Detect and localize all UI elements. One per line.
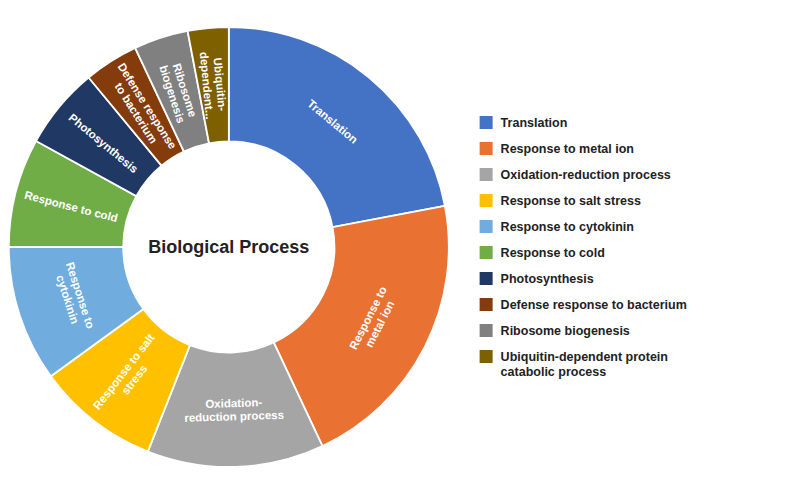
wedge-label: Response to saltstress	[91, 331, 167, 419]
center-title: Biological Process	[148, 237, 309, 257]
legend-swatch	[480, 220, 493, 233]
legend-label: Response to cold	[501, 246, 605, 260]
legend-swatch	[480, 168, 493, 181]
wedge-label: Response tometal ion	[347, 284, 401, 357]
legend-swatch	[480, 298, 493, 311]
legend-label: Defense response to bacterium	[501, 298, 687, 312]
wedge-label: Response tocytokinin	[51, 261, 96, 334]
slice	[229, 27, 445, 227]
wedge-label: Translation	[305, 97, 360, 145]
legend: Translation Response to metal ion Oxidatio…	[480, 116, 687, 379]
legend-swatch	[480, 142, 493, 155]
wedge-labels: Translation Response tometal ion Oxidation…	[23, 50, 401, 424]
legend-label: Translation	[501, 116, 568, 130]
legend-swatch	[480, 194, 493, 207]
legend-label: Response to cytokinin	[501, 220, 634, 234]
legend-label: Response to metal ion	[501, 142, 634, 156]
slice	[9, 247, 144, 376]
chart: Translation Response tometal ion Oxidation…	[0, 0, 789, 494]
slices	[9, 27, 449, 467]
legend-label: Ubiquitin-dependent proteincatabolic pro…	[501, 350, 668, 379]
legend-swatch	[480, 350, 493, 363]
wedge-label: Ribosomebiogenesis	[157, 60, 200, 125]
legend-swatch	[480, 324, 493, 337]
legend-label: Oxidation-reduction process	[501, 168, 671, 182]
wedge-label: Response to cold	[23, 189, 119, 224]
legend-swatch	[480, 116, 493, 129]
slice	[188, 27, 229, 143]
wedge-label: Photosynthesis	[67, 111, 141, 175]
legend-label: Response to salt stress	[501, 194, 641, 208]
legend-label: Ribosome biogenesis	[501, 324, 630, 338]
legend-label: Photosynthesis	[501, 272, 594, 286]
wedge-label: Ubiquitin-dependent...	[198, 50, 229, 120]
legend-swatch	[480, 272, 493, 285]
legend-swatch	[480, 246, 493, 259]
wedge-label: Oxidation-reduction process	[184, 396, 284, 424]
